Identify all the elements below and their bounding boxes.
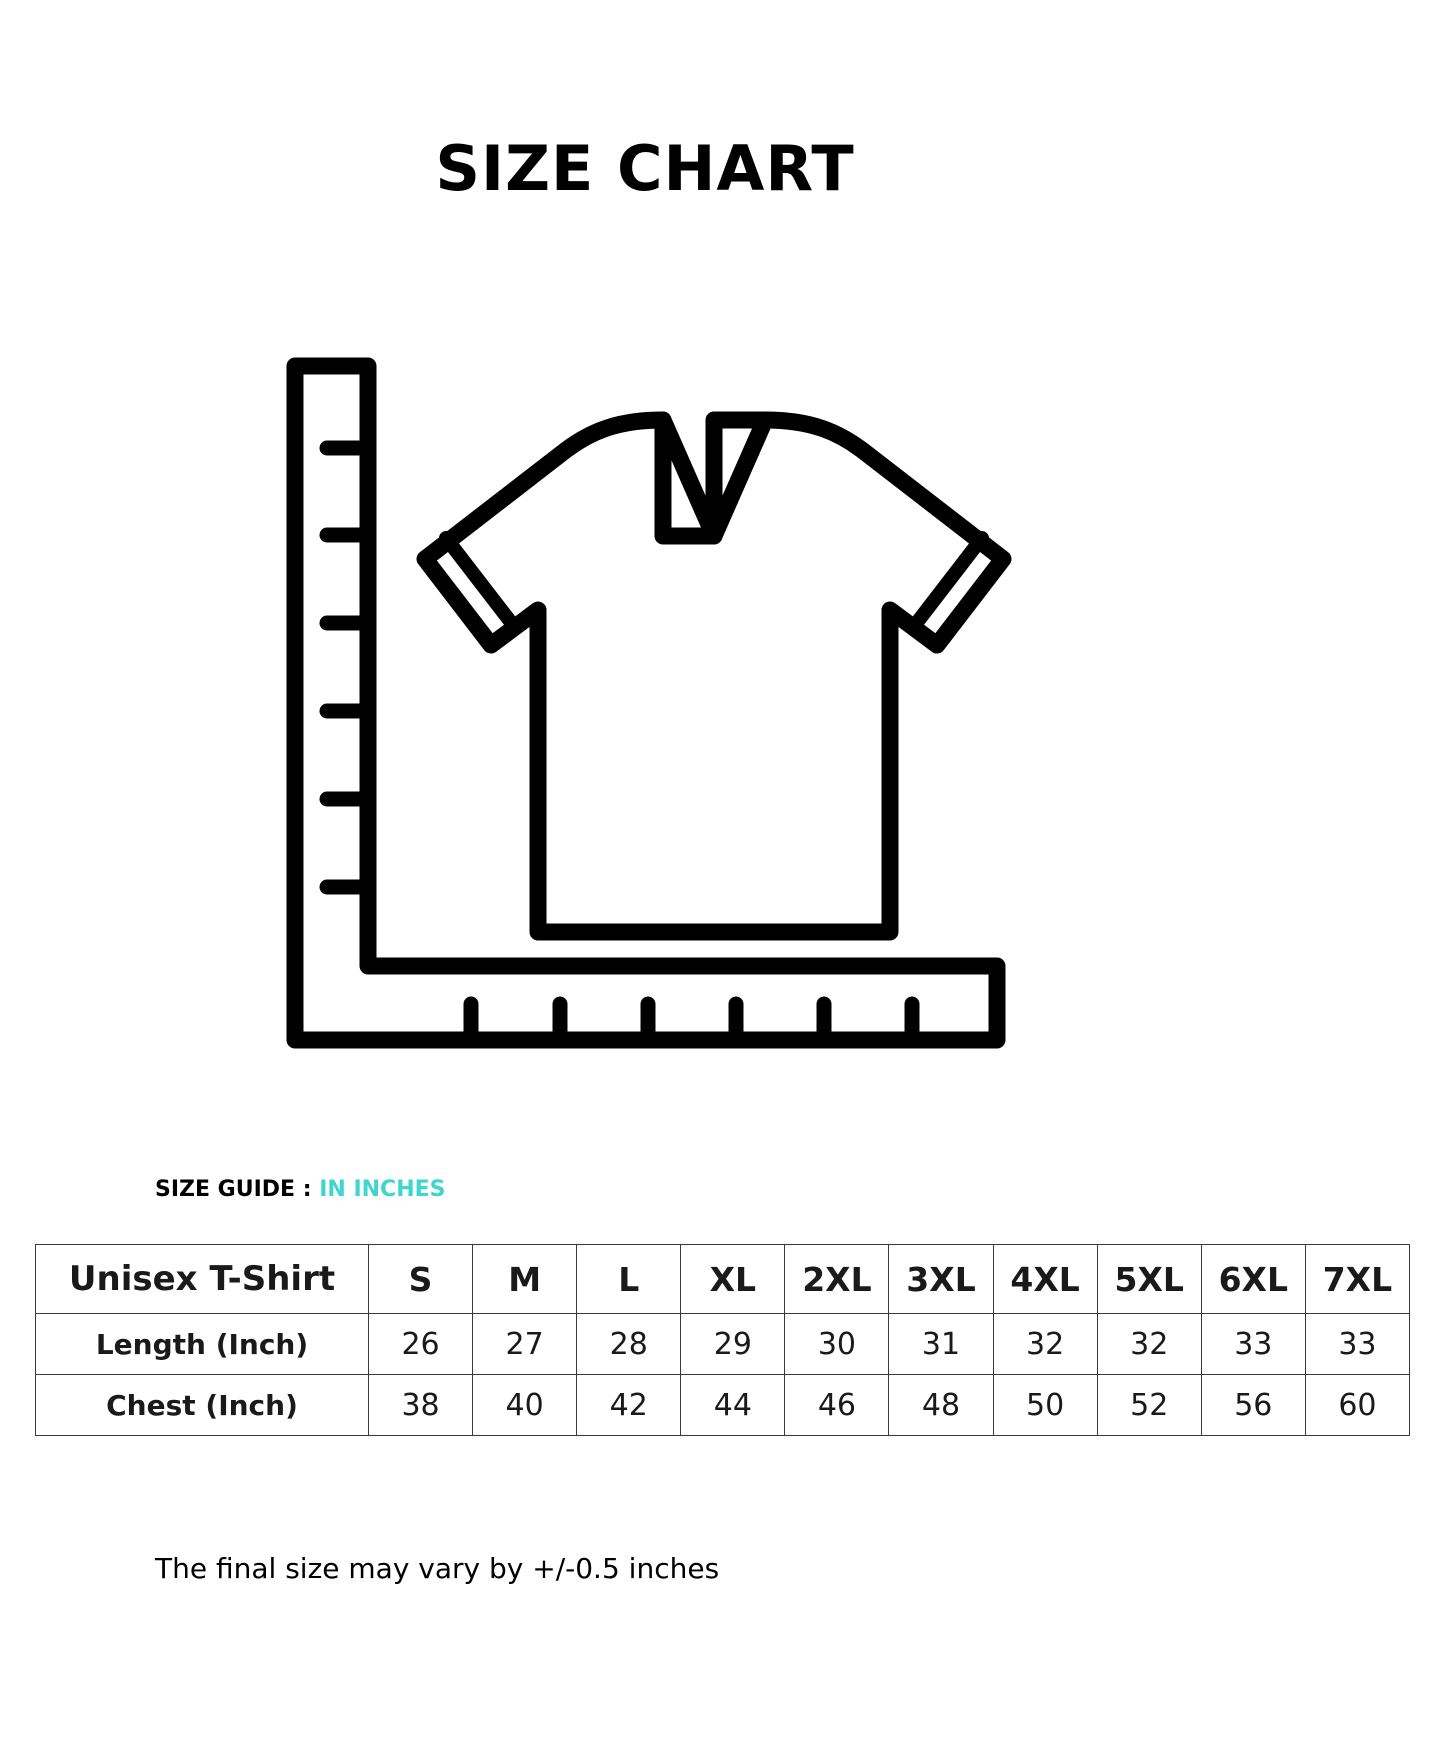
chest-s: 38: [367, 1374, 474, 1436]
column-header-5xl: 5XL: [1096, 1244, 1202, 1314]
row-label-chest: Chest (Inch): [35, 1374, 369, 1436]
chest-3xl: 48: [888, 1374, 994, 1436]
chest-6xl: 56: [1200, 1374, 1306, 1436]
column-header-4xl: 4XL: [992, 1244, 1098, 1314]
chest-5xl: 52: [1096, 1374, 1202, 1436]
size-table: Unisex T-Shirt S M L XL 2XL 3XL 4XL 5XL …: [35, 1244, 1411, 1436]
length-3xl: 31: [888, 1313, 994, 1375]
column-header-3xl: 3XL: [888, 1244, 994, 1314]
length-5xl: 32: [1096, 1313, 1202, 1375]
length-2xl: 30: [784, 1313, 890, 1375]
chest-xl: 44: [680, 1374, 786, 1436]
tshirt-with-ruler-illustration: [270, 340, 1040, 1100]
size-table-wrapper: Unisex T-Shirt S M L XL 2XL 3XL 4XL 5XL …: [35, 1244, 1411, 1436]
horizontal-ruler-ticks-icon: [463, 996, 920, 1045]
column-header-6xl: 6XL: [1200, 1244, 1306, 1314]
column-header-2xl: 2XL: [784, 1244, 890, 1314]
chest-l: 42: [576, 1374, 682, 1436]
size-guide-caption: SIZE GUIDE : IN INCHES: [155, 1177, 445, 1202]
v-neck-tshirt-icon: [416, 411, 1012, 941]
row-label-length: Length (Inch): [35, 1313, 369, 1375]
vertical-ruler-ticks-icon: [319, 440, 373, 895]
column-header-7xl: 7XL: [1304, 1244, 1411, 1314]
column-header-l: L: [576, 1244, 682, 1314]
length-xl: 29: [680, 1313, 786, 1375]
table-row: Chest (Inch) 38 40 42 44 46 48 50 52 56 …: [35, 1374, 1411, 1436]
size-variance-note: The final size may vary by +/-0.5 inches: [155, 1552, 720, 1585]
column-header-s: S: [367, 1244, 474, 1314]
length-s: 26: [367, 1313, 474, 1375]
size-guide-unit: IN INCHES: [319, 1177, 446, 1202]
table-row: Length (Inch) 26 27 28 29 30 31 32 32 33…: [35, 1313, 1411, 1375]
column-header-m: M: [472, 1244, 578, 1314]
length-l: 28: [576, 1313, 682, 1375]
column-header-xl: XL: [680, 1244, 786, 1314]
l-shaped-ruler-icon: [286, 357, 1006, 1049]
page-title: SIZE CHART: [435, 132, 855, 205]
chest-4xl: 50: [992, 1374, 1098, 1436]
table-header-row: Unisex T-Shirt S M L XL 2XL 3XL 4XL 5XL …: [35, 1244, 1411, 1314]
table-row-header: Unisex T-Shirt: [35, 1244, 369, 1314]
chest-2xl: 46: [784, 1374, 890, 1436]
chest-7xl: 60: [1304, 1374, 1411, 1436]
length-6xl: 33: [1200, 1313, 1306, 1375]
length-m: 27: [472, 1313, 578, 1375]
chest-m: 40: [472, 1374, 578, 1436]
length-4xl: 32: [992, 1313, 1098, 1375]
length-7xl: 33: [1304, 1313, 1411, 1375]
size-guide-label: SIZE GUIDE :: [155, 1177, 320, 1202]
